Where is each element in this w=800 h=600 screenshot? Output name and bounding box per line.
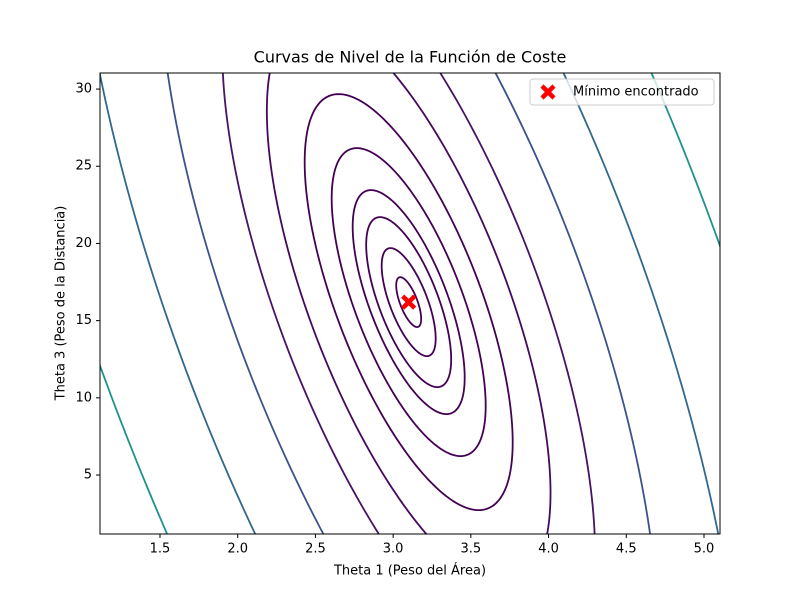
x-tick-label: 3.5 bbox=[461, 542, 482, 557]
x-tick-label: 2.0 bbox=[227, 542, 248, 557]
plot-frame bbox=[99, 72, 721, 535]
y-tick-label: 5 bbox=[84, 468, 92, 483]
legend-box bbox=[529, 78, 715, 106]
legend-label: Mínimo encontrado bbox=[573, 85, 699, 100]
legend-marker bbox=[540, 84, 556, 100]
y-axis-label: Theta 3 (Peso de la Distancia) bbox=[54, 206, 69, 402]
contour-line bbox=[395, 276, 423, 328]
x-tick-label: 2.5 bbox=[305, 542, 326, 557]
contour-line bbox=[380, 247, 437, 358]
x-tick-label: 4.0 bbox=[538, 542, 559, 557]
x-tick-label: 3.0 bbox=[383, 542, 404, 557]
y-tick-label: 30 bbox=[75, 82, 92, 97]
contour-line bbox=[330, 147, 487, 458]
contour-line bbox=[365, 216, 453, 389]
y-tick-label: 20 bbox=[75, 236, 92, 251]
y-tick-label: 25 bbox=[75, 159, 92, 174]
y-tick-label: 15 bbox=[75, 313, 92, 328]
contour-line bbox=[351, 189, 466, 416]
contour-line bbox=[221, 73, 596, 534]
x-tick-label: 1.5 bbox=[150, 542, 171, 557]
contour-line bbox=[265, 73, 552, 534]
minimum-marker bbox=[401, 294, 417, 310]
x-tick-label: 4.5 bbox=[616, 542, 637, 557]
contour-line bbox=[303, 93, 514, 512]
contour-line bbox=[166, 73, 651, 534]
contour-line bbox=[100, 73, 720, 534]
x-axis-label: Theta 1 (Peso del Área) bbox=[333, 563, 486, 579]
y-tick-label: 10 bbox=[75, 390, 92, 405]
chart-title: Curvas de Nivel de la Función de Coste bbox=[254, 48, 567, 67]
x-tick-label: 5.0 bbox=[694, 542, 715, 557]
